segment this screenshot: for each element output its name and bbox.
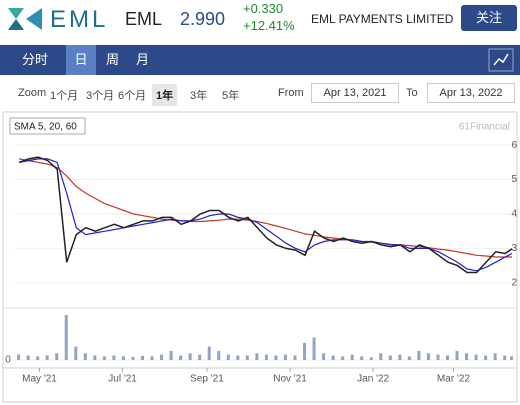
x-tick-label: May '21 [22,374,57,385]
y-tick-label: 4 [511,209,517,220]
x-tick-label: Jan '22 [357,374,389,385]
volume-tick-label: 0 [5,355,11,366]
tab[interactable]: 周 [106,52,120,67]
volume-bar [398,354,402,360]
volume-bar [426,353,430,360]
volume-bar [407,356,411,360]
company: EML PAYMENTS LIMITED [311,12,454,26]
volume-bar [350,354,354,360]
legend-box [9,117,86,135]
zoom-option-active[interactable]: 1年 [152,84,178,106]
logo-text: EML [50,6,109,33]
follow-button[interactable]: 关注 [461,5,517,31]
from-label: From [278,87,304,99]
zoom-option[interactable]: 1个月 [50,90,79,102]
volume-bar [360,356,364,360]
volume-bar [436,354,440,360]
y-tick-label: 6 [511,140,517,151]
volume-bar [236,355,240,360]
volume-bar [179,355,183,360]
volume-bar [74,346,78,360]
x-tick-label: Nov '21 [273,374,307,385]
tab[interactable]: 月 [136,52,150,67]
x-tick-label: Jul '21 [108,374,137,385]
volume-bar [131,356,135,360]
zoom-option[interactable]: 6个月 [118,90,147,102]
volume-bar [331,355,335,360]
tab[interactable]: 分时 [22,52,49,67]
zoom-option[interactable]: 5年 [222,90,240,102]
series-line [18,156,513,274]
volume-bar [417,351,421,360]
volume-bar [388,355,392,360]
volume-bar [264,354,268,360]
legend: SMA 5, 20, 60 [14,122,77,133]
tab-active[interactable]: 日 [66,45,96,75]
zoom-option[interactable]: 3个月 [86,90,115,102]
volume-bar [379,353,383,360]
volume-bar [474,354,478,360]
volume-bar [217,351,221,360]
volume-bar [140,355,144,360]
symbol: EML [125,9,163,29]
volume-bar [255,353,259,360]
volume-bar [64,315,68,360]
volume-bar [274,355,278,360]
volume-bar [169,351,173,360]
volume-bar [188,353,192,360]
volume-bar [160,354,164,360]
volume-bar [102,356,106,360]
volume-bar [455,351,459,360]
change: +0.330 [243,1,284,16]
x-tick-label: Sep '21 [190,374,224,385]
volume-bar [510,356,513,360]
volume-bar [45,355,49,360]
volume-bar [83,353,87,360]
logo-icon [8,8,42,30]
y-tick-label: 5 [511,174,517,185]
x-tick-label: Mar '22 [437,374,470,385]
volume-bar [121,356,125,360]
volume-bar [446,355,450,360]
to-label: To [406,87,418,99]
volume-bar [226,354,230,360]
from-input[interactable]: Apr 13, 2021 [311,83,399,103]
chart-icon[interactable] [488,48,514,72]
change-pct: +12.41% [243,18,295,33]
volume-bar [484,355,488,360]
volume-bar [55,353,59,360]
volume-bar [26,355,30,360]
y-tick-label: 2 [511,277,517,288]
volume-bar [293,355,297,360]
volume-bar [341,356,345,360]
volume-bar [312,337,316,360]
to-input[interactable]: Apr 13, 2022 [427,83,515,103]
price: 2.990 [180,9,226,29]
volume-bar [465,353,469,360]
series-line [18,158,513,272]
volume-bar [93,355,97,360]
y-tick-label: 3 [511,243,517,254]
volume-bar [369,357,373,360]
volume-bar [503,355,507,360]
volume-bar [493,353,497,360]
volume-bar [198,354,202,360]
volume-bar [36,356,40,360]
volume-bar [283,354,287,360]
zoom-option[interactable]: 3年 [190,90,208,102]
volume-bar [112,355,116,360]
volume-bar [303,342,307,360]
zoom-label: Zoom [18,87,47,99]
volume-bar [150,356,154,360]
volume-bar [17,354,21,360]
watermark: 61Financial [459,122,510,133]
volume-bar [207,346,211,360]
volume-bar [322,353,326,360]
series-line [18,158,512,258]
volume-bar [245,355,249,360]
chart-frame [2,111,518,403]
